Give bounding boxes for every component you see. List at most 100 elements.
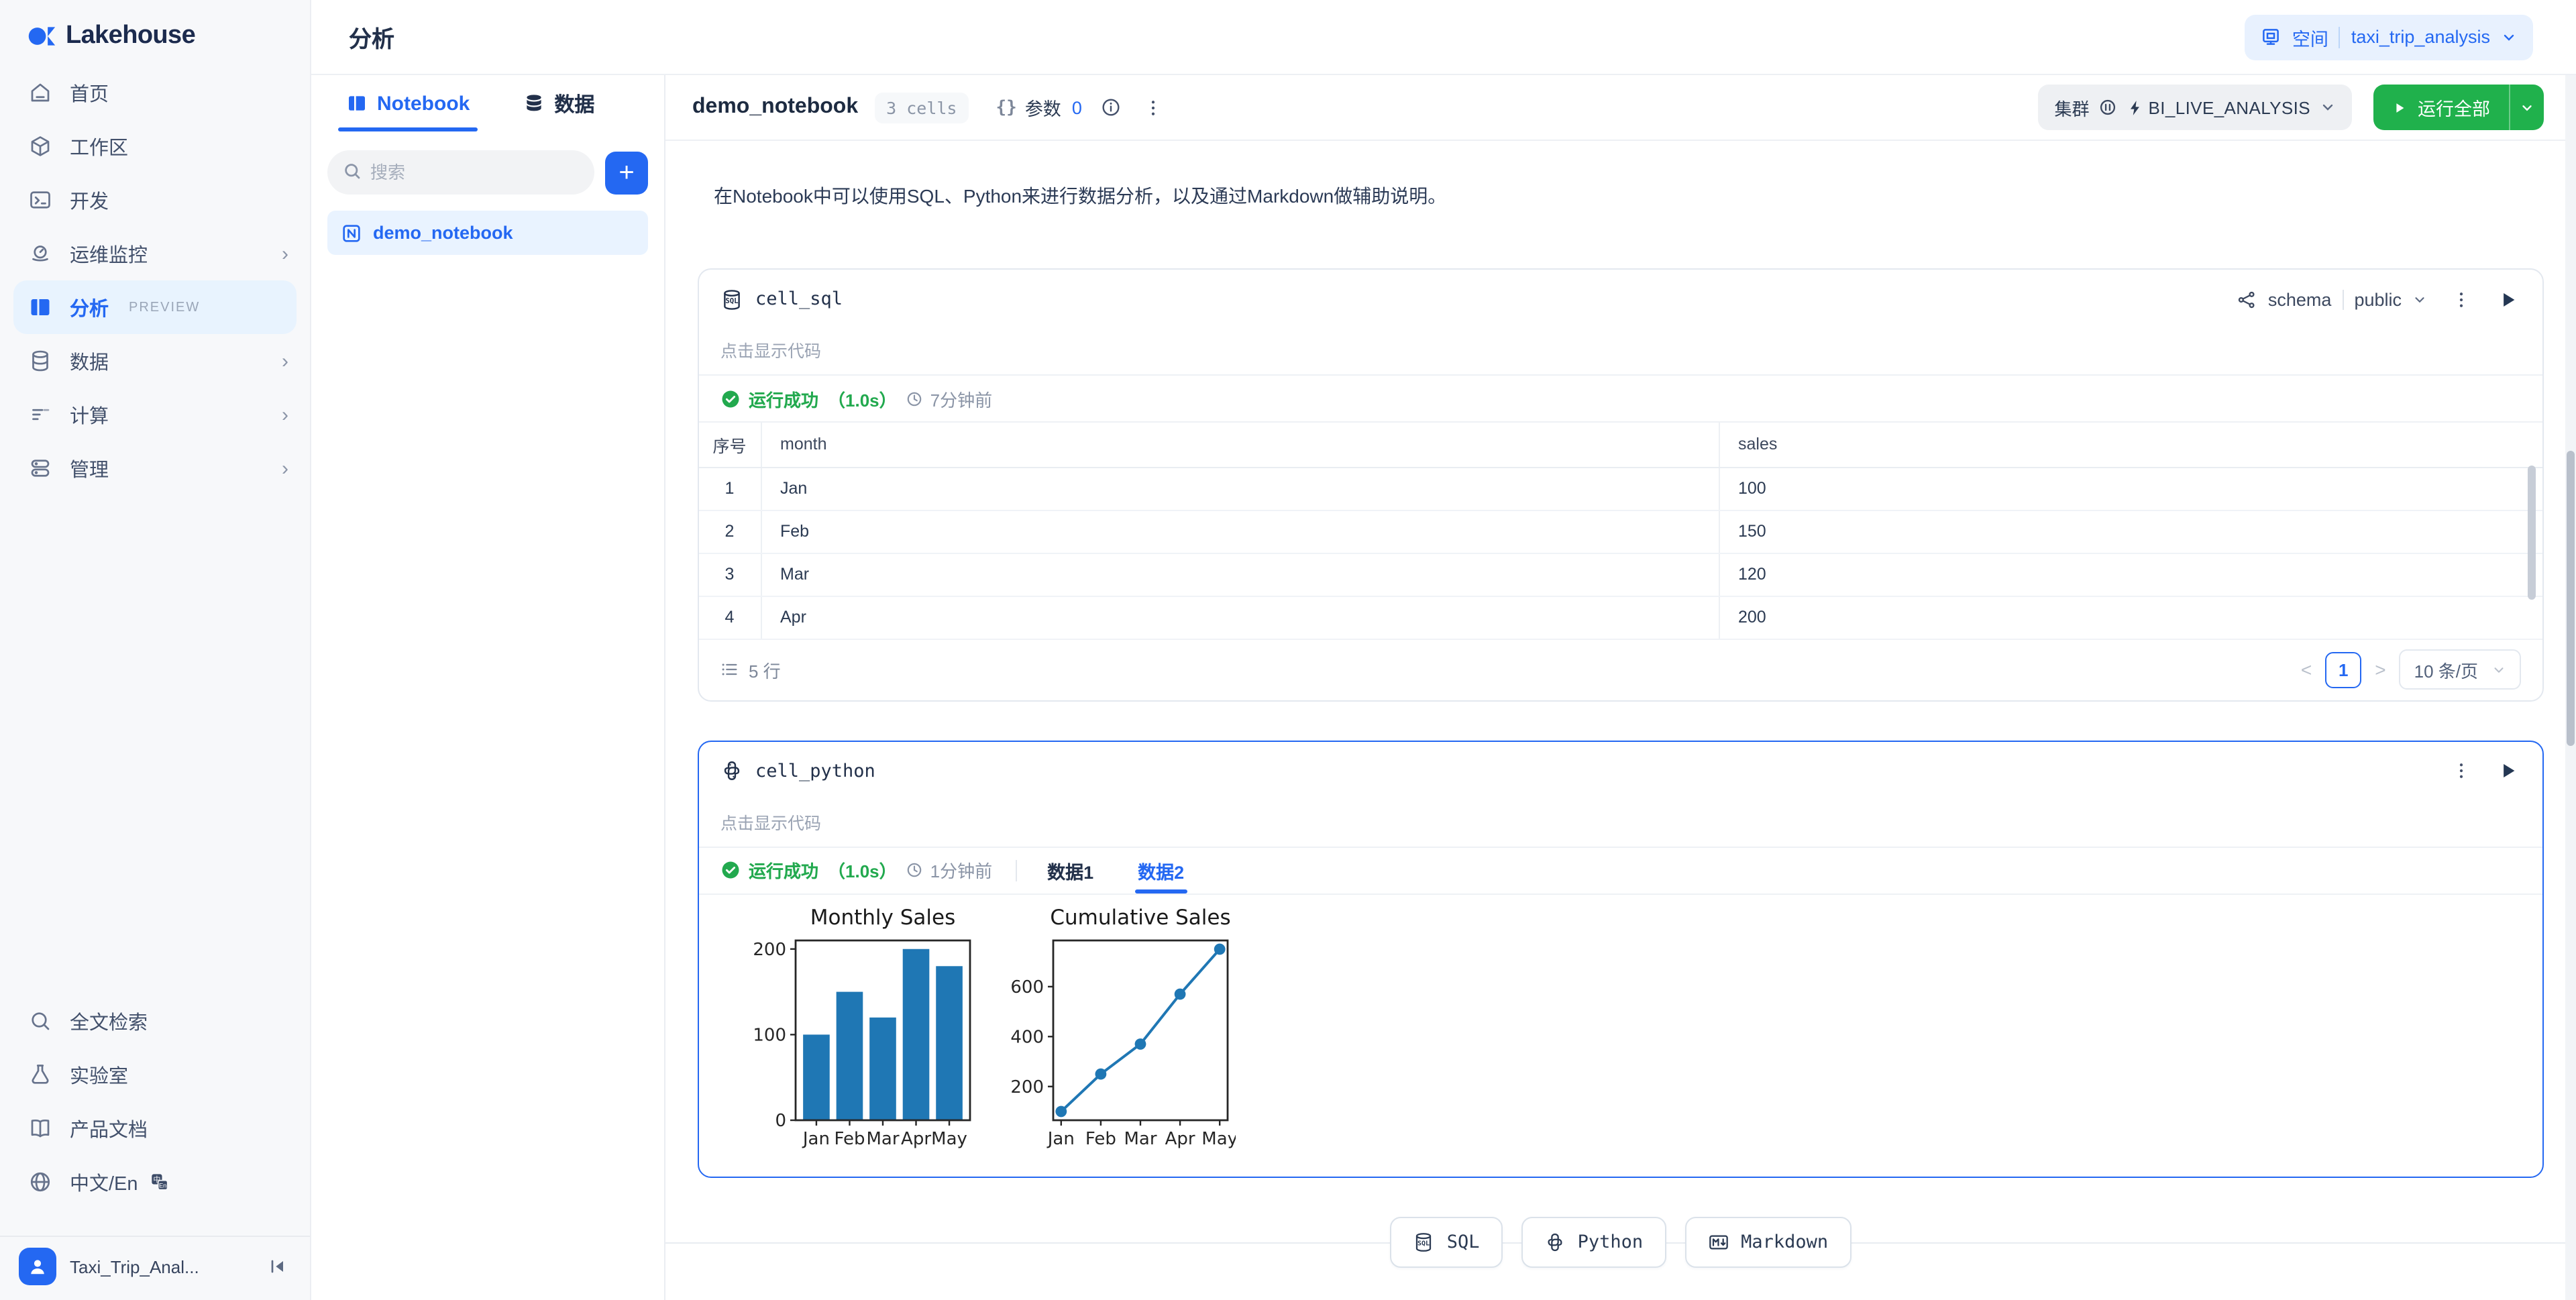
space-label: 空间 bbox=[2292, 29, 2328, 49]
cell-sales: 200 bbox=[1719, 596, 2542, 639]
prev-page-button[interactable]: < bbox=[2300, 659, 2312, 680]
run-status: 运行成功 bbox=[720, 857, 818, 883]
sidebar-item-label: 计算 bbox=[70, 406, 109, 427]
schema-selector[interactable]: schema public bbox=[2237, 289, 2427, 309]
svg-text:400: 400 bbox=[1010, 1026, 1044, 1046]
sidebar-item-manage[interactable]: 管理 › bbox=[0, 441, 310, 495]
sidebar-item-label: 开发 bbox=[70, 191, 109, 213]
sql-cell-header: SQL cell_sql schema public bbox=[699, 270, 2542, 329]
sidebar-item-label: 实验室 bbox=[70, 1066, 128, 1087]
tab-notebook[interactable]: Notebook bbox=[337, 75, 478, 131]
brand-logo[interactable]: Lakehouse bbox=[0, 0, 310, 54]
sidebar-item-develop[interactable]: 开发 bbox=[0, 173, 310, 227]
search-icon bbox=[342, 161, 362, 181]
run-status: 运行成功 bbox=[720, 386, 818, 411]
cell-month: Mar bbox=[761, 553, 1719, 596]
add-markdown-cell-button[interactable]: Markdown bbox=[1684, 1216, 1851, 1267]
svg-text:中: 中 bbox=[153, 1175, 160, 1184]
sidebar-item-home[interactable]: 首页 bbox=[0, 66, 310, 119]
python-icon bbox=[1544, 1231, 1566, 1252]
user-name: Taxi_Trip_Anal... bbox=[70, 1256, 199, 1277]
sidebar-item-docs[interactable]: 产品文档 bbox=[0, 1101, 310, 1155]
python-cell-card: cell_python 点击显示代码 运行成功 （1.0s） bbox=[698, 740, 2544, 1177]
info-button[interactable] bbox=[1098, 94, 1125, 121]
run-all-main[interactable]: 运行全部 bbox=[2373, 94, 2509, 121]
sidebar-item-compute[interactable]: 计算 › bbox=[0, 388, 310, 441]
search-icon bbox=[28, 1009, 52, 1033]
user-menu[interactable]: Taxi_Trip_Anal... bbox=[0, 1242, 310, 1291]
add-python-cell-button[interactable]: Python bbox=[1521, 1216, 1666, 1267]
database-icon bbox=[28, 349, 52, 373]
markdown-cell-text: 在Notebook中可以使用SQL、Python来进行数据分析，以及通过Mark… bbox=[714, 185, 1447, 207]
sidebar-item-label: 工作区 bbox=[70, 138, 128, 159]
globe-icon bbox=[28, 1170, 52, 1194]
page-scrollbar[interactable] bbox=[2565, 75, 2576, 1300]
list-item-demo-notebook[interactable]: demo_notebook bbox=[327, 211, 648, 255]
monitor-icon bbox=[28, 241, 52, 266]
schema-icon bbox=[2237, 289, 2257, 309]
sidebar-item-label: 全文检索 bbox=[70, 1012, 148, 1034]
table-scrollbar-thumb[interactable] bbox=[2528, 466, 2536, 600]
button-label: SQL bbox=[1446, 1231, 1480, 1252]
params-button[interactable]: {} 参数 0 bbox=[996, 94, 1082, 121]
cell-sales: 150 bbox=[1719, 510, 2542, 553]
page-size-select[interactable]: 10 条/页 bbox=[2399, 649, 2521, 690]
cell-index: 4 bbox=[699, 596, 761, 639]
collapse-sidebar-icon[interactable] bbox=[267, 1256, 288, 1277]
top-bar: 分析 空间 taxi_trip_analysis bbox=[311, 0, 2576, 75]
space-icon bbox=[2261, 27, 2282, 47]
chevron-down-icon bbox=[2412, 292, 2427, 307]
chevron-down-icon bbox=[2491, 662, 2506, 677]
sidebar-item-language[interactable]: 中文/En 中 En bbox=[0, 1155, 310, 1209]
clock-icon bbox=[906, 861, 924, 879]
database-icon bbox=[523, 93, 545, 114]
space-selector[interactable]: 空间 taxi_trip_analysis bbox=[2245, 14, 2533, 60]
main-area: demo_notebook 3 cells {} 参数 0 集群 BI_LIVE… bbox=[665, 75, 2576, 1300]
column-header: month bbox=[761, 423, 1719, 468]
cluster-selector[interactable]: 集群 BI_LIVE_ANALYSIS bbox=[2038, 85, 2352, 130]
sidebar-item-data[interactable]: 数据 › bbox=[0, 334, 310, 388]
sidebar-item-ops-monitor[interactable]: 运维监控 › bbox=[0, 227, 310, 280]
monthly-sales-chart: Monthly Sales 0 100 200 Jan Feb Mar Apr May bbox=[742, 900, 978, 1162]
run-all-button[interactable]: 运行全部 bbox=[2373, 85, 2544, 130]
add-cell-row: SQL SQL Python Markdown bbox=[665, 1216, 2576, 1267]
sidebar-item-workspace[interactable]: 工作区 bbox=[0, 119, 310, 173]
clock-icon bbox=[906, 390, 924, 407]
notebook-list: demo_notebook bbox=[311, 195, 664, 255]
cell-name: cell_sql bbox=[755, 288, 843, 310]
page-scrollbar-thumb[interactable] bbox=[2567, 451, 2575, 746]
table-footer: 5 行 < 1 > 10 条/页 bbox=[699, 639, 2542, 700]
svg-text:Feb: Feb bbox=[1085, 1128, 1116, 1148]
cube-icon bbox=[28, 134, 52, 158]
search-input[interactable] bbox=[327, 150, 594, 195]
python-output-charts: Monthly Sales 0 100 200 Jan Feb Mar Apr May Cumu… bbox=[699, 894, 2542, 1176]
add-notebook-button[interactable]: + bbox=[605, 151, 648, 194]
status-duration: （1.0s） bbox=[828, 861, 897, 881]
table-row: 1 Jan 100 bbox=[699, 467, 2542, 510]
show-code-hint[interactable]: 点击显示代码 bbox=[720, 342, 822, 361]
sidebar-item-analysis[interactable]: 分析 PREVIEW bbox=[13, 280, 297, 334]
svg-text:200: 200 bbox=[1010, 1077, 1044, 1097]
run-cell-button[interactable] bbox=[2496, 758, 2521, 783]
cell-more-button[interactable] bbox=[2449, 758, 2474, 783]
tab-result-1[interactable]: 数据1 bbox=[1047, 862, 1094, 882]
show-code-hint[interactable]: 点击显示代码 bbox=[720, 814, 822, 832]
tab-result-2[interactable]: 数据2 bbox=[1130, 847, 1192, 893]
sidebar-item-lab[interactable]: 实验室 bbox=[0, 1048, 310, 1101]
run-all-caret[interactable] bbox=[2509, 85, 2544, 130]
current-page-button[interactable]: 1 bbox=[2325, 651, 2362, 688]
more-menu-button[interactable] bbox=[1141, 95, 1167, 120]
tab-data[interactable]: 数据 bbox=[523, 75, 594, 131]
cell-more-button[interactable] bbox=[2449, 286, 2474, 312]
lakehouse-logo-icon bbox=[27, 21, 56, 50]
next-page-button[interactable]: > bbox=[2375, 659, 2386, 680]
notebook-panel: Notebook 数据 + demo_notebook bbox=[311, 75, 665, 1300]
add-sql-cell-button[interactable]: SQL SQL bbox=[1390, 1216, 1503, 1267]
run-cell-button[interactable] bbox=[2496, 286, 2521, 312]
svg-text:Apr: Apr bbox=[901, 1128, 931, 1148]
sidebar-item-label: 中文/En bbox=[70, 1173, 138, 1195]
row-count-label: 5 行 bbox=[749, 661, 781, 681]
sidebar-item-fulltext-search[interactable]: 全文检索 bbox=[0, 994, 310, 1048]
sql-icon: SQL bbox=[720, 288, 743, 311]
sidebar-divider bbox=[0, 1236, 310, 1237]
